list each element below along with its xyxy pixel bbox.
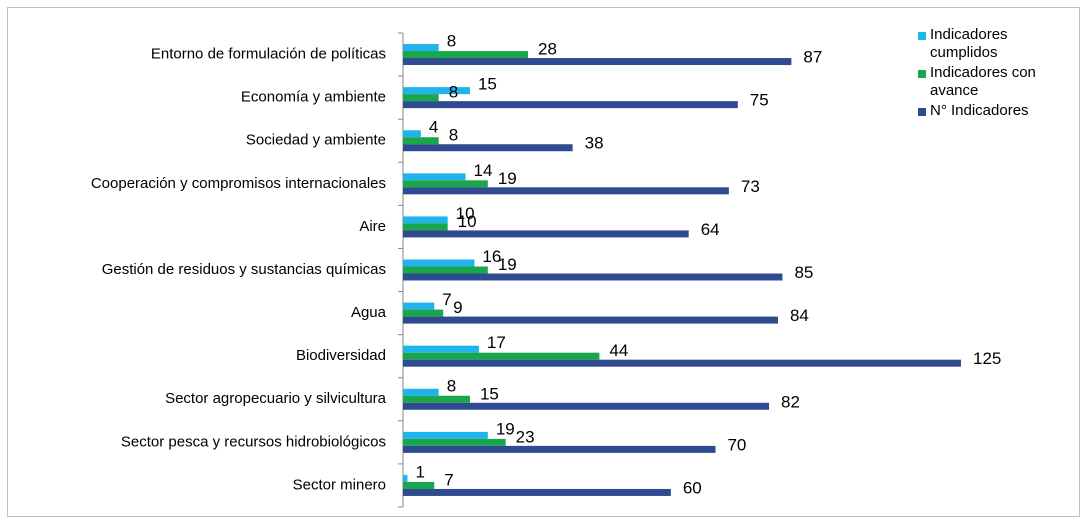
legend-item: N° Indicadores bbox=[918, 102, 1068, 120]
value-label: 15 bbox=[478, 75, 497, 94]
value-label: 64 bbox=[701, 220, 720, 239]
value-label: 75 bbox=[750, 91, 769, 110]
bar bbox=[403, 216, 448, 224]
bar bbox=[403, 58, 792, 66]
value-label: 84 bbox=[790, 306, 809, 325]
category-label: Economía y ambiente bbox=[241, 89, 386, 106]
bar bbox=[403, 223, 448, 231]
category-label: Sector pesca y recursos hidrobiológicos bbox=[121, 433, 386, 450]
value-label: 125 bbox=[973, 349, 1001, 368]
category-label: Aire bbox=[359, 218, 386, 235]
bar bbox=[403, 144, 573, 152]
bar bbox=[403, 259, 475, 267]
bar bbox=[403, 130, 421, 138]
legend-swatch bbox=[918, 32, 926, 40]
value-label: 28 bbox=[538, 40, 557, 59]
legend-label: N° Indicadores bbox=[930, 102, 1029, 119]
bar bbox=[403, 359, 961, 367]
legend-swatch bbox=[918, 108, 926, 116]
value-label: 73 bbox=[741, 177, 760, 196]
value-label: 10 bbox=[458, 212, 477, 231]
value-label: 82 bbox=[781, 392, 800, 411]
value-label: 38 bbox=[585, 134, 604, 153]
value-label: 9 bbox=[453, 298, 462, 317]
bar bbox=[403, 87, 470, 95]
bar bbox=[403, 352, 600, 360]
value-label: 85 bbox=[794, 263, 813, 282]
bar bbox=[403, 266, 488, 274]
value-label: 44 bbox=[609, 341, 628, 360]
value-label: 70 bbox=[727, 435, 746, 454]
chart-border bbox=[7, 7, 1080, 517]
category-label: Entorno de formulación de políticas bbox=[151, 46, 386, 63]
category-label: Sector agropecuario y silvicultura bbox=[165, 390, 387, 407]
value-label: 60 bbox=[683, 478, 702, 497]
bar bbox=[403, 44, 439, 52]
value-label: 8 bbox=[447, 32, 456, 51]
value-label: 19 bbox=[498, 255, 517, 274]
bar bbox=[403, 173, 466, 181]
bar bbox=[403, 180, 488, 188]
bar bbox=[403, 137, 439, 145]
bar bbox=[403, 316, 778, 324]
legend-item: Indicadores cumplidos bbox=[918, 26, 1068, 62]
bar bbox=[403, 101, 738, 109]
value-label: 7 bbox=[444, 470, 453, 489]
value-label: 10 bbox=[456, 204, 475, 223]
value-label: 87 bbox=[803, 48, 822, 67]
value-label: 14 bbox=[473, 161, 492, 180]
bar bbox=[403, 395, 470, 403]
category-label: Biodiversidad bbox=[296, 347, 386, 364]
value-label: 1 bbox=[415, 462, 424, 481]
bar bbox=[403, 445, 716, 453]
legend-item: Indicadores con avance bbox=[918, 64, 1068, 100]
category-label: Sector minero bbox=[293, 476, 386, 493]
bar bbox=[403, 345, 479, 353]
bar bbox=[403, 273, 783, 281]
value-label: 19 bbox=[496, 419, 515, 438]
legend: Indicadores cumplidos Indicadores con ava… bbox=[918, 26, 1068, 122]
bar bbox=[403, 94, 439, 102]
value-label: 7 bbox=[442, 290, 451, 309]
legend-label: Indicadores cumplidos bbox=[930, 26, 1008, 61]
bar bbox=[403, 402, 770, 410]
bar bbox=[403, 302, 435, 310]
value-label: 15 bbox=[480, 384, 499, 403]
value-label: 23 bbox=[516, 427, 535, 446]
value-label: 8 bbox=[447, 376, 456, 395]
value-label: 16 bbox=[482, 247, 501, 266]
value-label: 17 bbox=[487, 333, 506, 352]
bar bbox=[403, 187, 729, 195]
bar bbox=[403, 481, 435, 489]
bar bbox=[403, 431, 488, 439]
category-label: Cooperación y compromisos internacionale… bbox=[91, 175, 386, 192]
value-label: 8 bbox=[449, 126, 458, 145]
legend-swatch bbox=[918, 70, 926, 78]
value-label: 8 bbox=[449, 83, 458, 102]
bar bbox=[403, 51, 528, 59]
bar bbox=[403, 438, 506, 446]
category-label: Sociedad y ambiente bbox=[246, 132, 386, 149]
value-label: 19 bbox=[498, 169, 517, 188]
bar bbox=[403, 474, 408, 482]
value-label: 4 bbox=[429, 118, 438, 137]
bar bbox=[403, 388, 439, 396]
category-label: Gestión de residuos y sustancias química… bbox=[102, 261, 386, 278]
bar bbox=[403, 488, 671, 496]
legend-label: Indicadores con avance bbox=[930, 64, 1036, 99]
category-label: Agua bbox=[351, 304, 387, 321]
bar bbox=[403, 230, 689, 238]
bar bbox=[403, 309, 444, 317]
